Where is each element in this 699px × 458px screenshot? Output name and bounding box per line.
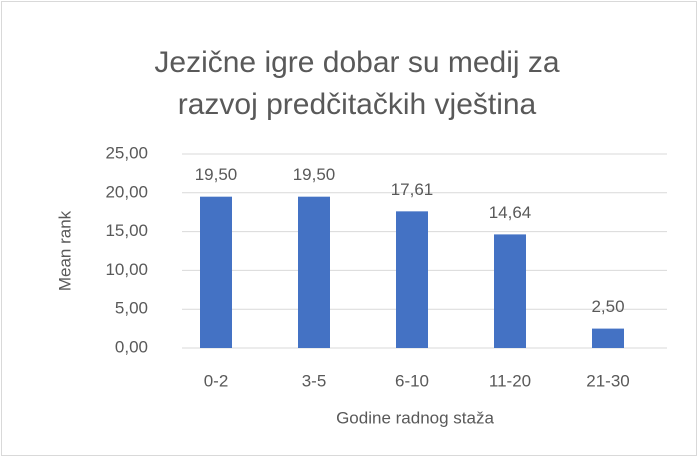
- data-label: 14,64: [489, 203, 532, 222]
- x-tick-label: 6-10: [395, 371, 429, 390]
- x-tick-label: 11-20: [489, 371, 531, 390]
- data-label: 19,50: [195, 165, 238, 184]
- x-axis-label: Godine radnog staža: [336, 408, 494, 427]
- y-tick-label: 0,00: [115, 337, 148, 356]
- bar: [200, 196, 232, 348]
- y-tick-label: 10,00: [105, 260, 148, 279]
- y-axis-label: Mean rank: [55, 210, 74, 291]
- chart-title: Jezične igre dobar su medij za: [154, 46, 560, 79]
- y-tick-label: 5,00: [115, 299, 148, 318]
- data-label: 2,50: [591, 297, 624, 316]
- bar: [298, 196, 330, 348]
- chart-title: razvoj predčitačkih vještina: [178, 88, 537, 121]
- y-tick-label: 15,00: [105, 221, 148, 240]
- y-tick-label: 20,00: [105, 182, 148, 201]
- bar: [396, 211, 428, 348]
- x-tick-label: 3-5: [302, 371, 327, 390]
- bar: [592, 328, 624, 348]
- x-tick-label: 0-2: [204, 371, 229, 390]
- x-tick-label: 21-30: [586, 371, 629, 390]
- data-label: 19,50: [293, 165, 336, 184]
- data-label: 17,61: [391, 180, 434, 199]
- y-tick-label: 25,00: [105, 143, 148, 162]
- bar: [494, 234, 526, 348]
